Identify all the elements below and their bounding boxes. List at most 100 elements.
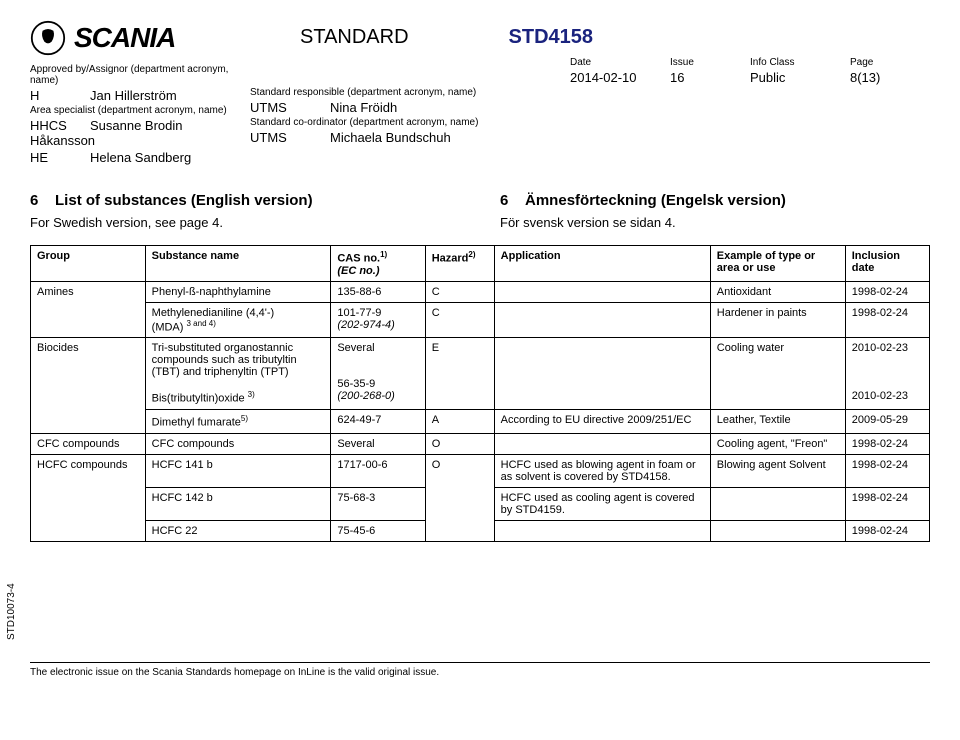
cell-group: Amines [31, 281, 146, 338]
cell-date: 2009-05-29 [845, 409, 929, 433]
logo: SCANIA [30, 20, 250, 56]
table-row: Methylenedianiline (4,4'-)(MDA) 3 and 4)… [31, 302, 930, 338]
table-row: CFC compounds CFC compounds Several O Co… [31, 433, 930, 454]
area-dept-1: HHCS [30, 118, 90, 133]
side-reference: STD10073-4 [6, 583, 17, 640]
page-header: SCANIA Approved by/Assignor (department … [30, 20, 930, 167]
cell-substance: CFC compounds [145, 433, 331, 454]
meta-info: Public [750, 70, 850, 85]
resp-dept: UTMS [250, 100, 330, 115]
meta-info-label: Info Class [750, 57, 850, 68]
cell-example [710, 520, 845, 541]
th-substance: Substance name [145, 246, 331, 282]
section-titles: 6 List of substances (English version) F… [30, 192, 930, 230]
cell-hazard: A [425, 409, 494, 433]
cell-substance: Methylenedianiline (4,4'-)(MDA) 3 and 4) [145, 302, 331, 338]
cell-group: CFC compounds [31, 433, 146, 454]
resp-label: Standard responsible (department acronym… [250, 87, 930, 98]
approved-name: Jan Hillerström [90, 88, 177, 103]
cell-cas: 101-77-9(202-974-4) [331, 302, 425, 338]
cell-app [494, 520, 710, 541]
cell-substance: HCFC 22 [145, 520, 331, 541]
cell-hazard: O [425, 433, 494, 454]
cell-cas: 75-68-3 [331, 487, 425, 520]
table-row: Amines Phenyl-ß-naphthylamine 135-88-6 C… [31, 281, 930, 302]
cell-hazard: C [425, 302, 494, 338]
cell-app: HCFC used as blowing agent in foam or as… [494, 454, 710, 487]
coord-dept: UTMS [250, 130, 330, 145]
cell-date: 2010-02-232010-02-23 [845, 338, 929, 410]
cell-date: 1998-02-24 [845, 433, 929, 454]
cell-group: HCFC compounds [31, 454, 146, 541]
cell-group: Biocides [31, 338, 146, 433]
cell-date: 1998-02-24 [845, 454, 929, 487]
cell-example: Leather, Textile [710, 409, 845, 433]
coord-label: Standard co-ordinator (department acrony… [250, 117, 930, 128]
cell-substance: HCFC 142 b [145, 487, 331, 520]
cell-example: Blowing agent Solvent [710, 454, 845, 487]
sec6-en-num: 6 [30, 192, 38, 209]
cell-date: 1998-02-24 [845, 487, 929, 520]
meta-page-label: Page [850, 57, 930, 68]
meta-issue-label: Issue [670, 57, 750, 68]
th-application: Application [494, 246, 710, 282]
approved-dept: H [30, 88, 90, 103]
cell-date: 1998-02-24 [845, 302, 929, 338]
cell-date: 1998-02-24 [845, 281, 929, 302]
sec6-en-title: List of substances (English version) [55, 192, 313, 209]
cell-app: HCFC used as cooling agent is covered by… [494, 487, 710, 520]
th-cas: CAS no.1)(EC no.) [331, 246, 425, 282]
footer-note: The electronic issue on the Scania Stand… [30, 662, 930, 678]
table-row: Dimethyl fumarate5) 624-49-7 A According… [31, 409, 930, 433]
scania-griffin-icon [30, 20, 66, 56]
meta-issue: 16 [670, 70, 750, 85]
logo-text: SCANIA [74, 22, 175, 54]
table-row: Biocides Tri-substituted organostannic c… [31, 338, 930, 410]
cell-substance: Dimethyl fumarate5) [145, 409, 331, 433]
resp-name: Nina Fröidh [330, 100, 397, 115]
sec6-sv-sub: För svensk version se sidan 4. [500, 215, 930, 230]
th-hazard: Hazard2) [425, 246, 494, 282]
table-row: HCFC compounds HCFC 141 b 1717-00-6 O HC… [31, 454, 930, 487]
cell-app: According to EU directive 2009/251/EC [494, 409, 710, 433]
approved-label: Approved by/Assignor (department acronym… [30, 64, 250, 86]
cell-date: 1998-02-24 [845, 520, 929, 541]
substances-table: Group Substance name CAS no.1)(EC no.) H… [30, 245, 930, 542]
coord-name: Michaela Bundschuh [330, 130, 451, 145]
cell-cas: 624-49-7 [331, 409, 425, 433]
cell-cas: 75-45-6 [331, 520, 425, 541]
meta-page: 8(13) [850, 70, 930, 85]
sec6-sv-num: 6 [500, 192, 508, 209]
cell-app [494, 281, 710, 302]
cell-cas: Several [331, 433, 425, 454]
cell-substance: Tri-substituted organostannic compounds … [145, 338, 331, 410]
sec6-sv-title: Ämnesförteckning (Engelsk version) [525, 192, 786, 209]
cell-example: Hardener in paints [710, 302, 845, 338]
cell-example: Cooling agent, "Freon" [710, 433, 845, 454]
cell-app [494, 338, 710, 410]
area-label: Area specialist (department acronym, nam… [30, 105, 250, 116]
cell-hazard: O [425, 454, 494, 541]
cell-cas: Several56-35-9(200-268-0) [331, 338, 425, 410]
standard-label: STANDARD [300, 26, 409, 49]
sec6-en-sub: For Swedish version, see page 4. [30, 215, 460, 230]
th-inclusion: Inclusion date [845, 246, 929, 282]
meta-date-label: Date [570, 57, 670, 68]
standard-number: STD4158 [509, 26, 594, 49]
cell-hazard: C [425, 281, 494, 302]
meta-date: 2014-02-10 [570, 70, 670, 85]
cell-cas: 1717-00-6 [331, 454, 425, 487]
area-dept-2: HE [30, 150, 90, 165]
th-example: Example of type or area or use [710, 246, 845, 282]
cell-example: Cooling water [710, 338, 845, 410]
cell-cas: 135-88-6 [331, 281, 425, 302]
cell-hazard: E [425, 338, 494, 410]
cell-example: Antioxidant [710, 281, 845, 302]
cell-app [494, 302, 710, 338]
cell-example [710, 487, 845, 520]
area-name-2: Helena Sandberg [90, 150, 191, 165]
th-group: Group [31, 246, 146, 282]
cell-substance: Phenyl-ß-naphthylamine [145, 281, 331, 302]
cell-substance: HCFC 141 b [145, 454, 331, 487]
cell-app [494, 433, 710, 454]
